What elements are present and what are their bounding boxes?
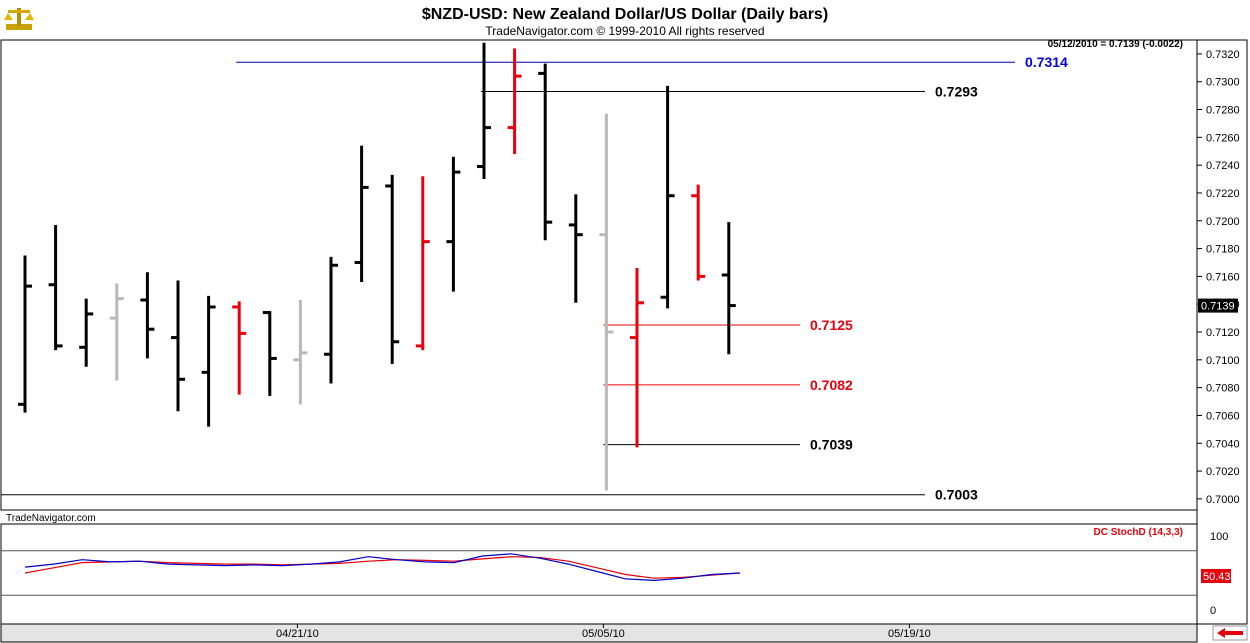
x-tick-label: 05/19/10 <box>888 628 931 640</box>
x-axis-labels: 04/21/10 05/05/10 05/19/10 <box>276 624 931 640</box>
ohlc-bar <box>109 283 124 381</box>
y-tick-label: 0.7280 <box>1206 105 1240 117</box>
x-tick-label: 05/05/10 <box>582 628 625 640</box>
ohlc-bar <box>630 268 644 448</box>
level-label: 0.7314 <box>1025 54 1068 70</box>
level-label: 0.7082 <box>810 377 853 393</box>
y-tick-label: 0.7220 <box>1206 188 1240 200</box>
y-tick-label: 0.7120 <box>1206 327 1240 339</box>
ohlc-bar <box>354 145 369 282</box>
ohlc-bar <box>538 63 553 241</box>
stoch-k-line <box>24 553 741 582</box>
ohlc-bar <box>660 85 675 309</box>
level-label: 0.7125 <box>810 317 853 333</box>
scroll-left-arrow-icon[interactable] <box>1212 625 1248 641</box>
price-bars <box>18 42 736 491</box>
y-tick-label: 0.7160 <box>1206 271 1240 283</box>
y-tick-label: 0.7260 <box>1206 132 1240 144</box>
indicator-last-label: 50.43 <box>1203 571 1231 583</box>
last-price-label: 0.7139 <box>1201 301 1235 313</box>
last-price-tag: 0.7139 <box>1198 298 1238 313</box>
ohlc-bar <box>477 42 491 180</box>
ohlc-bar <box>507 48 522 155</box>
y-tick-label: 0.7200 <box>1206 216 1240 228</box>
scales-logo-icon[interactable] <box>4 8 34 30</box>
support-resistance-levels: 0.7314 0.7293 0.7125 0.7082 0.7039 0.7003 <box>1 54 1068 503</box>
y-tick-label: 0.7060 <box>1206 410 1240 422</box>
ohlc-bar <box>324 256 338 384</box>
y-tick-label: 0.7040 <box>1206 438 1240 450</box>
ohlc-bar <box>415 176 430 351</box>
ohlc-bar <box>18 255 32 413</box>
y-tick-label: 0.7180 <box>1206 244 1240 256</box>
level-label: 0.7293 <box>935 83 978 99</box>
ohlc-bar <box>201 295 216 427</box>
stochastic-lines: 0 100 <box>1 531 1228 617</box>
y-tick-label: 0.7320 <box>1206 49 1240 61</box>
ohlc-bar <box>691 184 706 281</box>
price-panel-frame <box>0 39 1198 511</box>
ohlc-bar <box>232 301 247 395</box>
ohlc-bar <box>446 156 461 292</box>
ohlc-bar <box>568 194 583 303</box>
ohlc-bar <box>385 174 400 364</box>
y-tick-label: 0.7100 <box>1206 355 1240 367</box>
indicator-name: DC StochD (14,3,3) <box>1094 527 1183 538</box>
indicator-y-tick-label: 100 <box>1210 531 1228 543</box>
indicator-panel-frame <box>0 523 1198 625</box>
ohlc-bar <box>262 311 277 396</box>
ohlc-bar <box>140 272 155 359</box>
y-tick-label: 0.7000 <box>1206 494 1240 506</box>
ohlc-bar <box>48 224 63 351</box>
y-axis-strip <box>1196 39 1248 625</box>
ohlc-bar <box>171 280 185 412</box>
indicator-panel <box>0 523 1198 625</box>
status-line: 05/12/2010 = 0.7139 (-0.0022) <box>1048 39 1183 50</box>
y-tick-label: 0.7020 <box>1206 466 1240 478</box>
price-panel <box>0 39 1198 511</box>
ohlc-bar <box>79 298 94 367</box>
indicator-y-tick-label: 0 <box>1210 605 1216 617</box>
watermark: TradeNavigator.com <box>6 513 96 524</box>
level-label: 0.7039 <box>810 437 853 453</box>
y-tick-label: 0.7300 <box>1206 77 1240 89</box>
level-label: 0.7003 <box>935 487 978 503</box>
ohlc-bar <box>721 222 736 355</box>
indicator-last-tag: 50.43 <box>1201 569 1231 583</box>
ohlc-bar <box>293 300 308 405</box>
chart-subtitle: TradeNavigator.com © 1999-2010 All right… <box>485 24 764 38</box>
x-tick-label: 04/21/10 <box>276 628 319 640</box>
y-tick-label: 0.7240 <box>1206 160 1240 172</box>
x-axis-strip <box>0 623 1198 643</box>
ohlc-bar <box>599 113 614 491</box>
y-tick-label: 0.7080 <box>1206 383 1240 395</box>
chart-title: $NZD-USD: New Zealand Dollar/US Dollar (… <box>422 6 828 23</box>
